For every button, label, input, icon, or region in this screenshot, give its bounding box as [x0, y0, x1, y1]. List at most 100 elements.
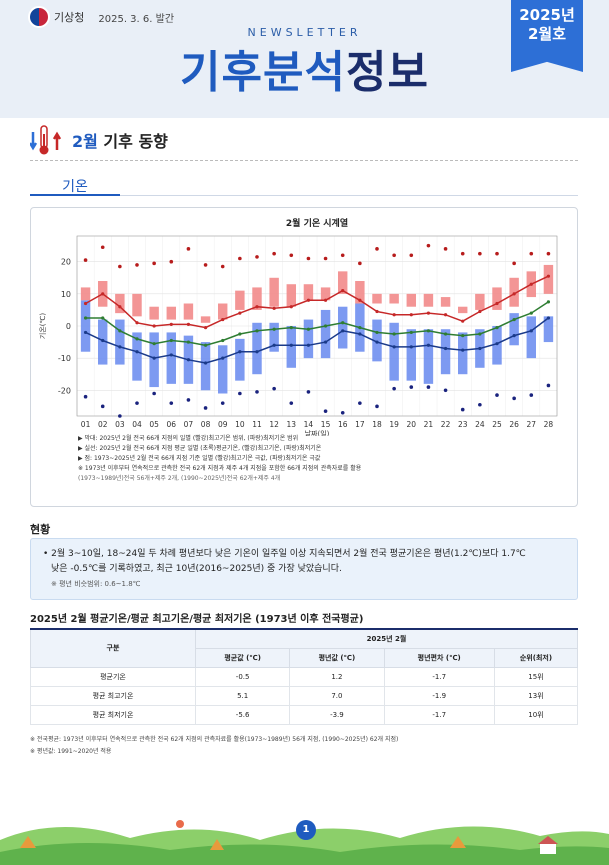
status-line: • 2월 3~10일, 18~24일 두 차례 평년보다 낮은 기온이 일주일 …: [43, 549, 526, 559]
min-record-dot: [375, 404, 379, 409]
series-point: [529, 329, 533, 333]
table-cell: 1.2: [289, 666, 385, 687]
min-record-dot: [118, 414, 122, 418]
x-tick-label: 14: [304, 420, 314, 429]
table-row: 평균 최고기온 5.1 7.0 -1.9 13위: [30, 685, 579, 706]
series-point: [341, 329, 345, 333]
x-tick-label: 19: [389, 420, 399, 429]
series-point: [135, 350, 139, 354]
series-point: [478, 309, 482, 314]
y-tick-label: -20: [58, 386, 71, 395]
x-tick-label: 15: [321, 420, 331, 429]
max-range-bar: [423, 293, 434, 307]
min-record-dot: [152, 391, 156, 396]
page-number: 1: [296, 820, 316, 840]
min-range-bar: [320, 309, 331, 359]
landscape-illustration: [0, 820, 609, 865]
series-point: [289, 326, 293, 330]
section-title: 2월 기후 동향: [72, 128, 168, 152]
temperature-chart-box: 2월 기온 시계열 -20 -10 0 10 20 01 02 03 04 05 06 07 08 09 10…: [30, 207, 578, 507]
max-record-dot: [272, 251, 276, 256]
max-record-dot: [152, 261, 156, 266]
series-point: [409, 330, 413, 335]
min-range-bar: [526, 316, 536, 359]
min-range-bar: [338, 306, 348, 349]
max-record-dot: [529, 251, 534, 256]
x-tick-label: 06: [167, 420, 177, 429]
min-range-bar: [98, 319, 108, 365]
min-record-dot: [186, 398, 191, 402]
max-range-bar: [389, 293, 399, 304]
series-point: [495, 326, 499, 330]
table-cell: -1.9: [383, 685, 495, 706]
table-header-cell: 평균값 (℃): [194, 647, 291, 668]
min-record-dot: [409, 385, 414, 389]
series-point: [83, 301, 88, 306]
x-tick-label: 18: [372, 420, 382, 429]
series-point: [221, 356, 225, 360]
x-tick-label: 05: [149, 420, 159, 429]
chart-notes: ▶ 막대: 2025년 2월 전국 66개 지점의 일별 (빨강)최고기온 범위…: [78, 434, 558, 484]
min-record-dot: [392, 386, 396, 391]
series-point: [101, 316, 105, 320]
y-tick-label: -10: [58, 354, 71, 363]
x-tick-label: 25: [492, 420, 502, 429]
y-axis-label: 기온(℃): [38, 313, 47, 339]
series-point: [289, 305, 293, 309]
max-range-bar: [509, 277, 519, 307]
series-point: [375, 330, 379, 335]
series-point: [323, 340, 328, 344]
series-point: [203, 361, 208, 365]
max-record-dot: [220, 264, 225, 269]
max-record-dot: [289, 253, 294, 258]
series-point: [203, 343, 208, 347]
series-point: [375, 340, 379, 344]
x-tick-label: 12: [269, 420, 279, 429]
series-line: [85, 301, 549, 347]
section-divider: [30, 160, 578, 161]
max-range-bar: [183, 303, 194, 320]
footnotes: ※ 전국평균: 1973년 이후부터 연속적으로 관측한 전국 62개 지점의 …: [30, 734, 398, 758]
series-point: [306, 343, 311, 347]
x-tick-label: 07: [184, 420, 194, 429]
min-record-dot: [220, 401, 225, 405]
max-range-bar: [355, 281, 365, 304]
min-range-bar: [269, 322, 279, 352]
min-range-bar: [235, 338, 245, 381]
x-tick-label: 02: [98, 420, 108, 429]
min-range-bar: [286, 326, 296, 368]
max-range-bar: [132, 293, 142, 317]
thermometer-icon: [30, 125, 62, 155]
series-point: [272, 327, 276, 331]
kma-logo: 기상청 2025. 3. 6. 발간: [28, 6, 174, 28]
series-point: [478, 346, 482, 351]
min-record-dot: [512, 396, 516, 401]
section-heading: 2월 기후 동향: [30, 124, 168, 156]
series-point: [169, 353, 173, 357]
series-point: [409, 313, 413, 317]
min-range-bar: [440, 329, 451, 375]
max-range-bar: [440, 297, 451, 307]
series-point: [169, 338, 173, 343]
max-record-dot: [409, 253, 414, 258]
table-header-cell: 평년편차 (℃): [383, 647, 495, 668]
series-point: [118, 345, 122, 349]
title-suffix: 정보: [345, 47, 429, 98]
series-point: [272, 343, 276, 347]
series-point: [255, 350, 259, 354]
max-record-dot: [255, 255, 259, 259]
table-span-header: 2025년 2월: [195, 628, 578, 649]
series-point: [529, 311, 533, 315]
series-point: [546, 300, 551, 304]
max-range-bar: [269, 277, 279, 307]
series-point: [306, 327, 311, 331]
max-record-dot: [443, 247, 448, 251]
series-point: [152, 324, 156, 328]
temperature-chart: 2월 기온 시계열 -20 -10 0 10 20 01 02 03 04 05 06 07 08 09 10…: [38, 217, 558, 438]
series-point: [83, 316, 88, 320]
series-point: [512, 292, 516, 296]
y-tick-label: 0: [66, 322, 71, 331]
min-record-dot: [169, 401, 174, 405]
min-range-bar: [492, 326, 502, 365]
max-record-dot: [358, 261, 362, 266]
